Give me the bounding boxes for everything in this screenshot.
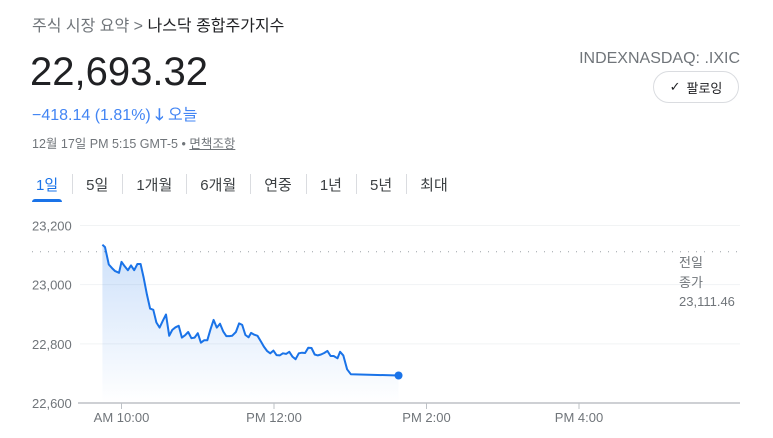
change-value: −418.14 (1.81%) [32, 107, 151, 124]
previous-close-label: 종가 [679, 275, 703, 290]
y-tick-label: 22,600 [32, 396, 72, 411]
disclaimer-link[interactable]: 면책조항 [189, 137, 236, 151]
tab-1[interactable]: 5일 [72, 168, 122, 200]
x-tick-label: PM 4:00 [555, 410, 603, 425]
price-chart: 23,200 23,000 22,800 22,600 AM 10:00 PM 12:00… [32, 219, 740, 425]
price-area [102, 244, 399, 403]
arrow-down-icon: 🡓 [155, 107, 164, 124]
follow-button[interactable]: ✓ 팔로잉 [653, 71, 739, 103]
previous-close-value: 23,111.46 [679, 294, 735, 309]
breadcrumb-parent-link[interactable]: 주식 시장 요약 [32, 18, 130, 35]
change-period: 오늘 [167, 107, 198, 124]
x-tick-label: AM 10:00 [94, 410, 150, 425]
breadcrumb: 주식 시장 요약 > 나스닥 종합주가지수 [32, 12, 284, 36]
previous-close-label: 전일 [679, 255, 703, 270]
tab-5[interactable]: 1년 [305, 168, 356, 200]
tab-2[interactable]: 1개월 [122, 168, 186, 200]
tab-0[interactable]: 1일 [22, 168, 72, 202]
y-tick-label: 23,200 [32, 219, 72, 234]
x-tick-label: PM 2:00 [402, 410, 450, 425]
current-price: 22,693.32 [30, 50, 208, 94]
y-tick-label: 22,800 [32, 337, 72, 352]
ticker-symbol: INDEXNASDAQ: .IXIC [579, 50, 740, 67]
y-tick-label: 23,000 [32, 278, 72, 293]
tab-4[interactable]: 연중 [250, 168, 306, 200]
breadcrumb-current: 나스닥 종합주가지수 [147, 18, 285, 35]
price-line [101, 243, 399, 377]
x-tick-label: PM 12:00 [246, 410, 302, 425]
tab-7[interactable]: 최대 [406, 168, 462, 200]
timestamp-text: 12월 17일 PM 5:15 GMT-5 • [32, 137, 186, 151]
timestamp: 12월 17일 PM 5:15 GMT-5 • 면책조항 [32, 133, 235, 152]
breadcrumb-separator: > [133, 18, 144, 35]
check-icon: ✓ [669, 79, 681, 94]
time-range-tabs: 1일 5일 1개월 6개월 연중 1년 5년 최대 [22, 168, 462, 202]
tab-6[interactable]: 5년 [355, 168, 406, 200]
price-change: −418.14 (1.81%) 🡓 오늘 [32, 101, 197, 131]
last-price-dot [394, 371, 403, 380]
follow-label: 팔로잉 [686, 80, 723, 96]
tab-3[interactable]: 6개월 [186, 168, 250, 200]
